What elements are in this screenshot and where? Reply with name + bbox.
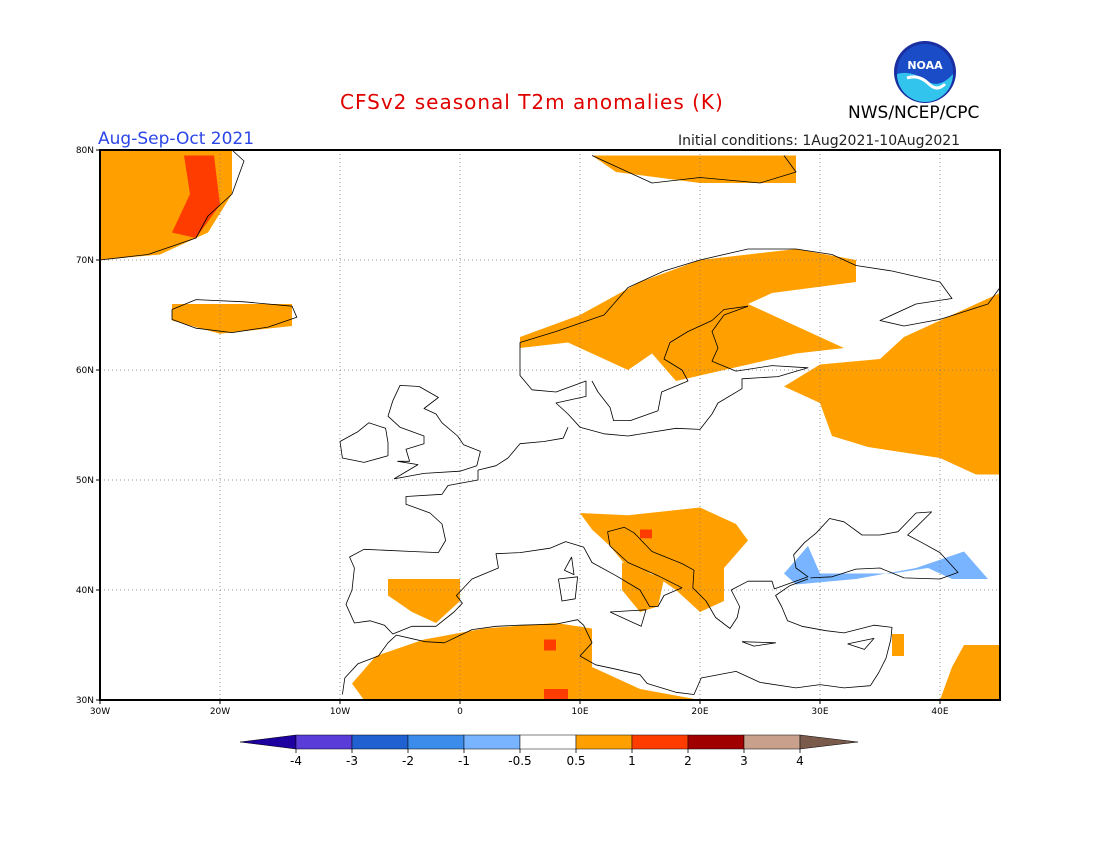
colorbar-label: -3 (346, 754, 358, 768)
agency-label: NWS/NCEP/CPC (848, 103, 980, 123)
lon-tick-label: 0 (457, 707, 463, 717)
coastline (342, 578, 893, 695)
colorbar-swatch (295, 734, 353, 750)
black-sea-cool-region (784, 546, 988, 585)
coastline (741, 641, 776, 647)
colorbar-label: -0.5 (508, 754, 531, 768)
coastline (387, 384, 481, 480)
scandinavia-warm-region (520, 249, 856, 381)
colorbar-label: 4 (796, 754, 804, 768)
coastline (847, 638, 875, 650)
lon-tick-label: 30W (90, 707, 110, 717)
colorbar-swatch (575, 734, 633, 750)
east-corner-warm-region (940, 645, 1000, 700)
colorbar-arrow-low (239, 734, 297, 750)
colorbar: -4 -3 -2 -1 -0.5 0.5 1 2 3 4 (239, 734, 859, 768)
colorbar-swatch (519, 734, 577, 750)
colorbar-label: 1 (628, 754, 636, 768)
lat-tick-label: 60N (76, 366, 94, 376)
lon-tick-label: 10E (571, 707, 588, 717)
forecast-period: Aug-Sep-Oct 2021 (98, 129, 255, 149)
svalbard-warm-region (592, 155, 796, 183)
algeria-hot-2-region (544, 639, 556, 651)
north-africa-warm-region (352, 623, 700, 700)
colorbar-swatch (687, 734, 745, 750)
lon-tick-label: 40E (931, 707, 948, 717)
coastline (171, 299, 298, 334)
lat-tick-label: 70N (76, 256, 94, 266)
croatia-hot-region (640, 529, 652, 539)
coastline (609, 609, 647, 627)
lat-tick-label: 30N (76, 696, 94, 706)
italy-south-warm-region (622, 562, 664, 612)
anomaly-fills (100, 150, 1000, 700)
lon-tick-label: 20E (691, 707, 708, 717)
colorbar-label: -4 (290, 754, 302, 768)
lat-tick-label: 80N (76, 146, 94, 156)
colorbar-swatch (631, 734, 689, 750)
colorbar-label: -2 (402, 754, 414, 768)
russia-warm-region (784, 293, 1000, 475)
map-frame (99, 149, 1001, 701)
levant-warm-region (892, 634, 904, 656)
coastline (519, 305, 809, 437)
svg-text:NOAA: NOAA (907, 59, 943, 72)
lon-tick-label: 10W (330, 707, 350, 717)
greenland-hot-region (172, 155, 220, 238)
balkans-warm-region (580, 507, 748, 612)
colorbar-swatch (351, 734, 409, 750)
coastline (99, 149, 245, 261)
colorbar-swatch (463, 734, 521, 750)
chart-title: CFSv2 seasonal T2m anomalies (K) (340, 90, 724, 114)
lat-tick-label: 40N (76, 586, 94, 596)
coastline (519, 248, 1001, 359)
coastline (558, 576, 578, 602)
coastline (345, 427, 959, 635)
coastlines (99, 149, 1001, 695)
colorbar-arrow-high (799, 734, 859, 750)
iceland-warm-region (172, 304, 292, 334)
colorbar-label: 0.5 (566, 754, 585, 768)
lon-tick-label: 30E (811, 707, 828, 717)
colorbar-swatch (743, 734, 801, 750)
initial-conditions: Initial conditions: 1Aug2021-10Aug2021 (678, 133, 961, 149)
lon-tick-label: 20W (210, 707, 230, 717)
lat-tick-label: 50N (76, 476, 94, 486)
coastline (339, 422, 389, 463)
colorbar-label: -1 (458, 754, 470, 768)
colorbar-label: 2 (684, 754, 692, 768)
axis-ticks: 30W 20W 10W 0 10E 20E 30E 40E 30N 40N 50N 60N 70N 80N (76, 146, 949, 717)
noaa-logo: NOAA (893, 40, 957, 104)
colorbar-swatch (407, 734, 465, 750)
coastline (591, 155, 797, 184)
coastline (564, 556, 575, 575)
algeria-hot-1-region (544, 689, 568, 700)
colorbar-label: 3 (740, 754, 748, 768)
iberia-warm-region (388, 579, 460, 623)
coastline (591, 305, 749, 422)
